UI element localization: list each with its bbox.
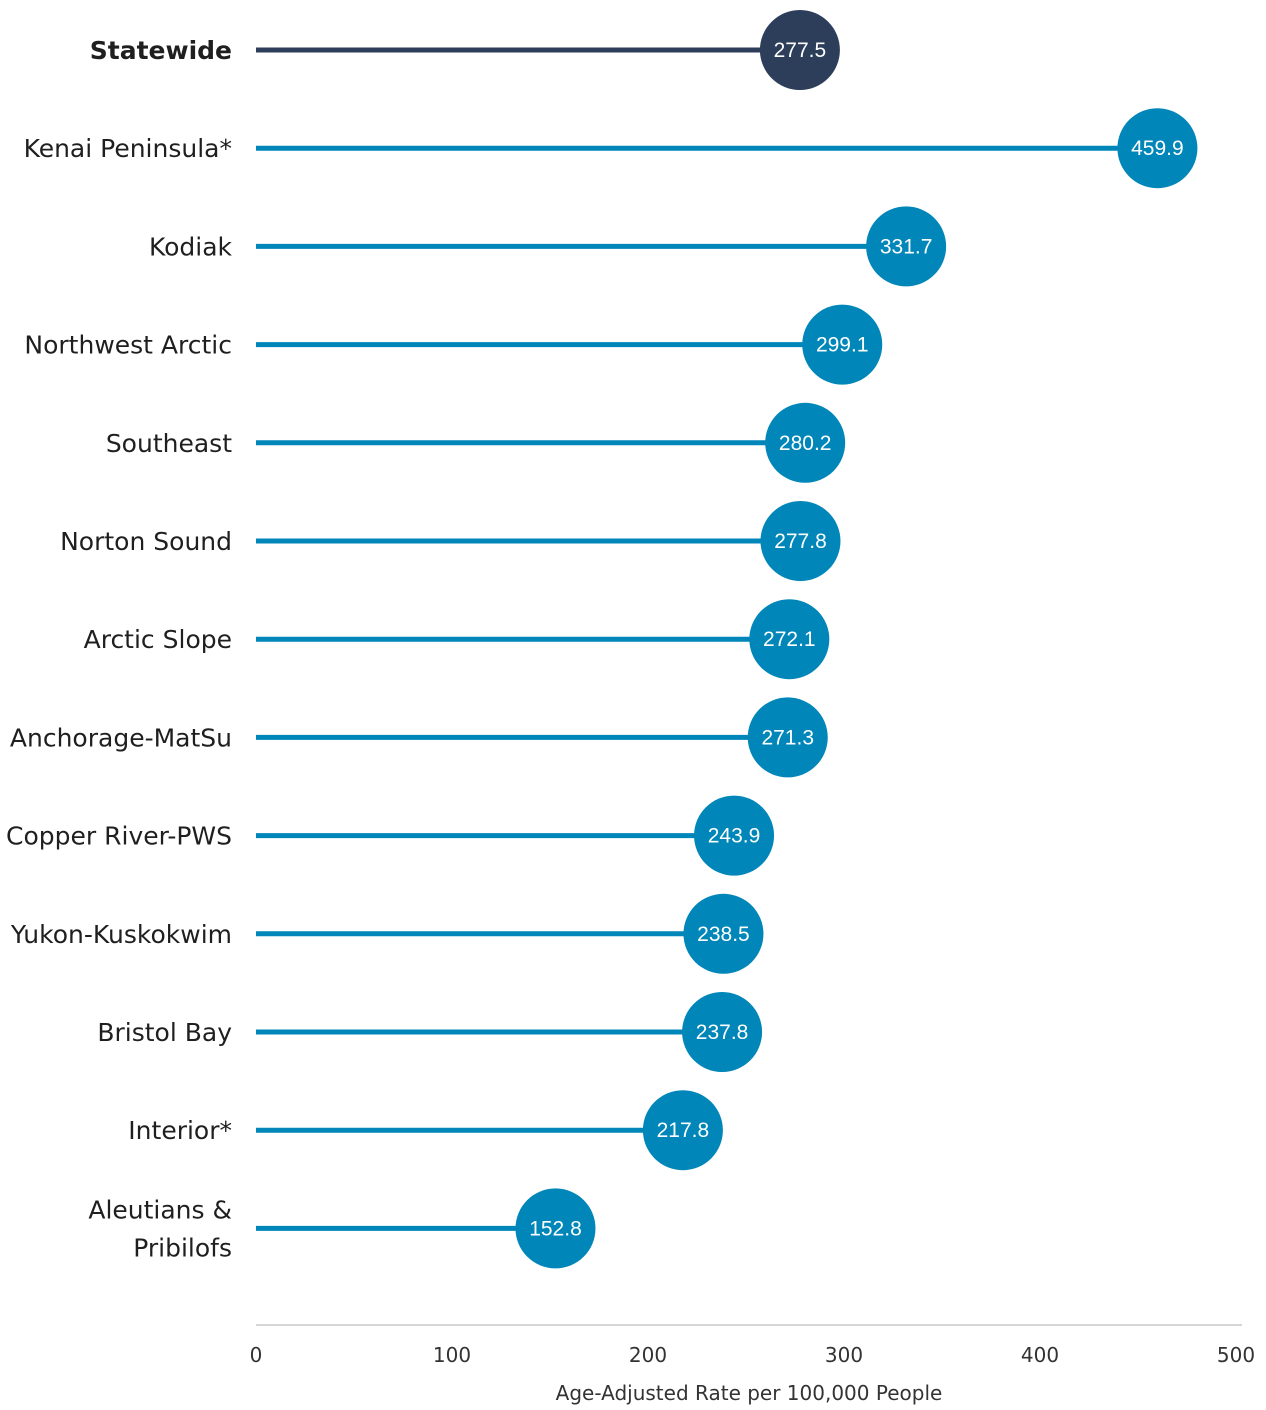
- lollipop-dot-kenai-peninsula: [1117, 108, 1198, 189]
- category-label-arctic-slope: Arctic Slope: [84, 625, 232, 654]
- lollipop-dot-northwest-arctic: [802, 304, 883, 385]
- lollipop-dot-copper-river-pws: [694, 795, 775, 876]
- category-label-statewide: Statewide: [90, 36, 232, 65]
- category-label-interior: Interior*: [128, 1116, 232, 1145]
- category-label-copper-river-pws: Copper River-PWS: [6, 822, 232, 851]
- value-label-bristol-bay: 237.8: [696, 1021, 749, 1044]
- category-label-bristol-bay: Bristol Bay: [97, 1018, 232, 1047]
- category-label-anchorage-matsu: Anchorage-MatSu: [10, 723, 232, 752]
- lollipop-dot-statewide: [759, 10, 840, 90]
- lollipop-dot-yukon-kuskokwim: [683, 893, 764, 974]
- category-label-southeast: Southeast: [106, 429, 232, 458]
- x-tick-label-500: 500: [1217, 1343, 1255, 1367]
- value-label-aleutians-pribilofs: 152.8: [529, 1217, 582, 1240]
- lollipop-dot-anchorage-matsu: [747, 697, 828, 778]
- value-label-statewide: 277.5: [774, 39, 827, 62]
- lollipop-dot-arctic-slope: [749, 599, 830, 680]
- x-tick-label-200: 200: [629, 1343, 667, 1367]
- x-tick-label-400: 400: [1021, 1343, 1059, 1367]
- category-label-kenai-peninsula: Kenai Peninsula*: [24, 134, 232, 163]
- value-label-kodiak: 331.7: [880, 235, 933, 258]
- x-axis-ticks: 0 100 200 300 400 500: [250, 1343, 1255, 1367]
- value-label-arctic-slope: 272.1: [763, 628, 816, 651]
- lollipop-dot-southeast: [765, 402, 846, 483]
- category-label-kodiak: Kodiak: [149, 232, 233, 261]
- lollipop-series: Statewide 277.5 Kenai Peninsula* 459.9 Kodia…: [6, 10, 1198, 1269]
- value-label-yukon-kuskokwim: 238.5: [697, 923, 750, 946]
- value-label-northwest-arctic: 299.1: [816, 334, 869, 357]
- lollipop-dot-kodiak: [866, 206, 947, 287]
- lollipop-dot-interior: [642, 1090, 723, 1171]
- value-label-copper-river-pws: 243.9: [708, 825, 761, 848]
- category-label-yukon-kuskokwim: Yukon-Kuskokwim: [10, 920, 232, 949]
- x-axis-title: Age-Adjusted Rate per 100,000 People: [556, 1381, 943, 1405]
- lollipop-dot-bristol-bay: [682, 992, 763, 1072]
- value-label-anchorage-matsu: 271.3: [761, 726, 814, 749]
- x-tick-label-300: 300: [825, 1343, 863, 1367]
- value-label-norton-sound: 277.8: [774, 530, 827, 553]
- x-tick-label-100: 100: [433, 1343, 471, 1367]
- category-label-northwest-arctic: Northwest Arctic: [24, 331, 232, 360]
- value-label-interior: 217.8: [657, 1119, 710, 1142]
- lollipop-dot-norton-sound: [760, 501, 841, 581]
- x-tick-label-0: 0: [250, 1343, 263, 1367]
- category-label-norton-sound: Norton Sound: [60, 527, 232, 556]
- value-label-southeast: 280.2: [779, 432, 832, 455]
- value-label-kenai-peninsula: 459.9: [1131, 137, 1184, 160]
- category-label-aleutians-pribilofs: Aleutians & Pribilofs: [88, 1195, 232, 1262]
- lollipop-dot-aleutians-pribilofs: [515, 1188, 596, 1269]
